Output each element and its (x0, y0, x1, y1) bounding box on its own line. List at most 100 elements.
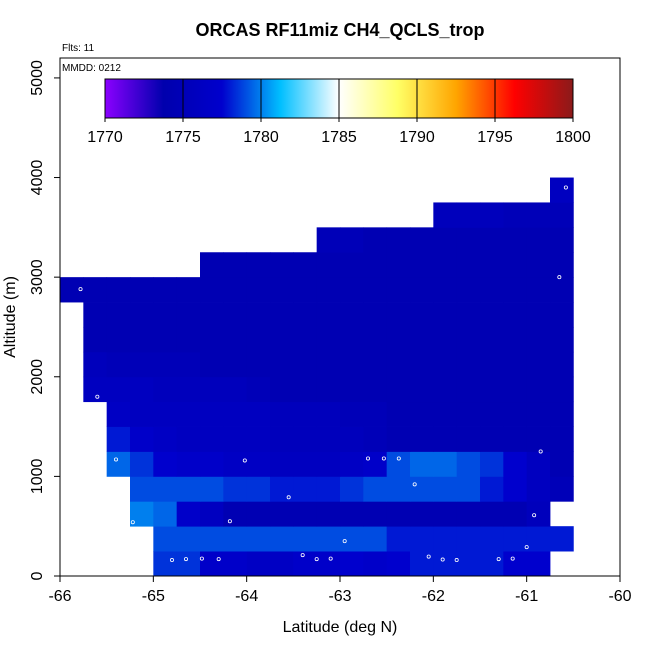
heatmap-cell (130, 501, 154, 527)
flight-point (342, 539, 347, 544)
y-axis-label: Altitude (m) (2, 276, 19, 358)
heatmap-cell (316, 451, 341, 477)
heatmap-cell (386, 526, 411, 552)
heatmap-cell (176, 526, 201, 552)
heatmap-cell (503, 401, 528, 427)
heatmap-cell (363, 551, 388, 577)
heatmap-cell (550, 526, 574, 552)
heatmap-cell (200, 302, 224, 328)
heatmap-cell (316, 426, 341, 452)
y-tick-label: 0 (29, 571, 46, 580)
flight-point (300, 553, 305, 558)
heatmap-cell (176, 501, 201, 527)
heatmap-cell (246, 501, 271, 527)
heatmap-cell (316, 551, 341, 577)
heatmap-cell (503, 426, 528, 452)
heatmap-cell (456, 302, 481, 328)
heatmap-cell (200, 326, 224, 353)
heatmap-cell (410, 551, 434, 577)
heatmap-cell (340, 227, 364, 253)
heatmap-cell (433, 277, 458, 303)
heatmap-cell (456, 326, 481, 353)
heatmap-cell (316, 302, 341, 328)
heatmap-cell (363, 451, 388, 477)
heatmap-cell (550, 227, 574, 253)
flight-point (216, 557, 221, 562)
heatmap-cell (550, 451, 574, 477)
heatmap-cell (293, 451, 318, 477)
heatmap-cell (410, 277, 434, 303)
y-tick-label: 3000 (29, 259, 46, 295)
heatmap-cell (526, 302, 551, 328)
heatmap-cell (130, 451, 154, 477)
flight-point (78, 287, 83, 292)
flight-point (510, 556, 515, 561)
heatmap-cell (270, 501, 294, 527)
heatmap-cell (480, 526, 504, 552)
heatmap-cell (340, 401, 364, 427)
heatmap-cell (456, 451, 481, 477)
colorbar-tick-label: 1780 (243, 129, 279, 146)
heatmap-cell (433, 326, 458, 353)
heatmap-cell (316, 526, 341, 552)
heatmap-cell (340, 376, 364, 403)
heatmap-cell (433, 252, 458, 278)
heatmap-cell (503, 551, 528, 577)
heatmap-cell (130, 326, 154, 353)
heatmap-cell (246, 277, 271, 303)
heatmap-cell (200, 526, 224, 552)
heatmap-cell (550, 476, 574, 502)
heatmap-cell (456, 401, 481, 427)
heatmap-cell (526, 551, 551, 577)
heatmap-cell (433, 476, 458, 502)
heatmap-cell (106, 351, 131, 378)
heatmap-cell (293, 351, 318, 378)
heatmap-cells (60, 177, 574, 577)
heatmap-cell (246, 351, 271, 378)
heatmap-cell (293, 526, 318, 552)
heatmap-cell (550, 202, 574, 228)
heatmap-cell (503, 227, 528, 253)
flight-point (76, 331, 81, 336)
heatmap-cell (433, 401, 458, 427)
heatmap-cell (176, 302, 201, 328)
heatmap-cell (410, 476, 434, 502)
heatmap-cell (293, 501, 318, 527)
heatmap-cell (456, 202, 481, 228)
heatmap-cell (293, 302, 318, 328)
heatmap-cell (456, 227, 481, 253)
heatmap-cell (363, 351, 388, 378)
heatmap-cell (386, 227, 411, 253)
heatmap-cell (130, 302, 154, 328)
heatmap-cell (410, 501, 434, 527)
flight-point (95, 394, 100, 399)
heatmap-cell (503, 252, 528, 278)
heatmap-cell (433, 202, 458, 228)
flight-point (286, 495, 291, 500)
heatmap-cell (270, 302, 294, 328)
heatmap-cell (246, 426, 271, 452)
heatmap-cell (270, 277, 294, 303)
flight-point (130, 520, 135, 525)
flight-point (314, 557, 319, 562)
heatmap-cell (130, 376, 154, 403)
heatmap-cell (550, 351, 574, 378)
heatmap-cell (200, 252, 224, 278)
heatmap-cell (83, 376, 108, 403)
heatmap-cell (153, 401, 178, 427)
heatmap-cell (316, 277, 341, 303)
heatmap-cell (550, 326, 574, 353)
heatmap-cell (526, 451, 551, 477)
heatmap-cell (526, 426, 551, 452)
heatmap-cell (340, 351, 364, 378)
colorbar-tick-label: 1800 (555, 129, 591, 146)
flight-point (365, 456, 370, 461)
heatmap-cell (176, 351, 201, 378)
heatmap-cell (246, 302, 271, 328)
colorbar-tick-label: 1770 (87, 129, 123, 146)
heatmap-cell (153, 426, 178, 452)
heatmap-cell (293, 277, 318, 303)
heatmap-cell (293, 326, 318, 353)
colorbar-tick-label: 1795 (477, 129, 513, 146)
